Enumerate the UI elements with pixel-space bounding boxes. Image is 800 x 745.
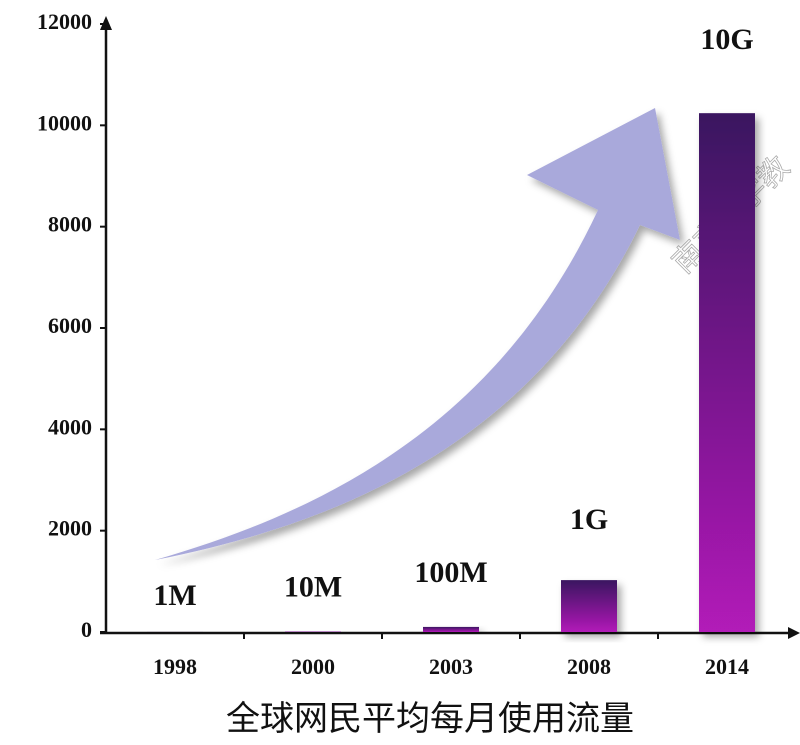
y-tick-label: 10000 [37, 110, 92, 135]
value-label: 10G [700, 23, 753, 56]
value-label: 100M [414, 556, 487, 589]
y-tick-label: 4000 [48, 414, 92, 439]
value-label: 1M [153, 579, 196, 612]
x-tick-label: 2008 [567, 654, 611, 679]
y-tick-label: 0 [81, 617, 92, 642]
y-tick-label: 6000 [48, 313, 92, 338]
value-label: 10M [284, 570, 342, 603]
growth-arrow [155, 108, 680, 560]
x-axis-arrow [788, 627, 800, 639]
y-tick-label: 2000 [48, 516, 92, 541]
x-tick-label: 2003 [429, 654, 473, 679]
bar [699, 113, 755, 632]
y-tick-label: 12000 [37, 9, 92, 34]
x-tick-label: 2014 [705, 654, 749, 679]
bar [285, 631, 341, 632]
value-label: 1G [570, 503, 608, 536]
x-tick-label: 1998 [153, 654, 197, 679]
bar [423, 626, 479, 632]
y-tick-label: 8000 [48, 212, 92, 237]
chart-title: 全球网民平均每月使用流量 [226, 700, 634, 738]
x-tick-label: 2000 [291, 654, 335, 679]
bar [561, 580, 617, 632]
